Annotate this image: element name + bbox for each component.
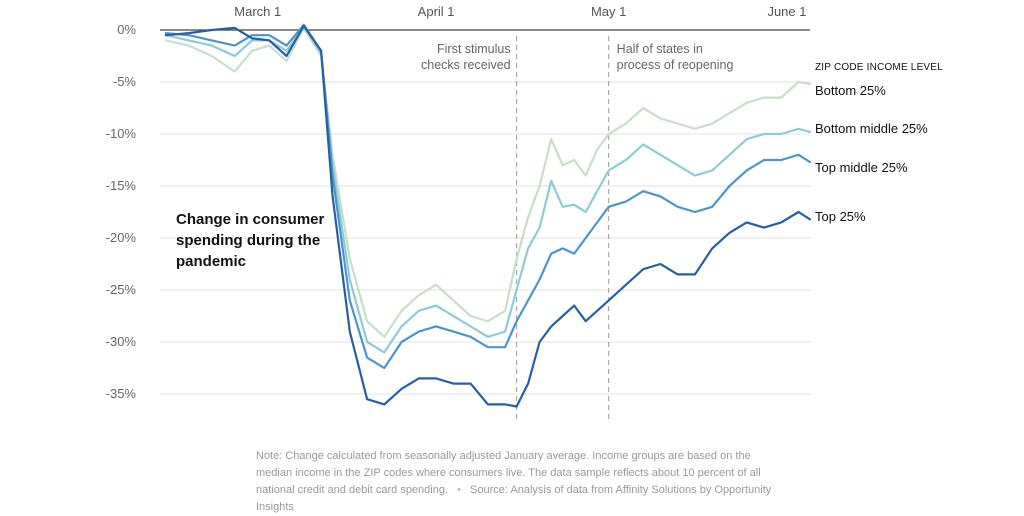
- y-tick-label: -5%: [113, 74, 137, 89]
- x-tick-label: April 1: [418, 4, 455, 19]
- series-line: [164, 26, 812, 338]
- chart-note: Note: Change calculated from seasonally …: [256, 448, 786, 516]
- series-layer: [164, 23, 812, 408]
- y-tick-label: 0%: [117, 22, 136, 37]
- series-label: Top 25%: [815, 209, 866, 224]
- annotation-text: checks received: [421, 58, 511, 72]
- x-tick-label: March 1: [234, 4, 281, 19]
- spending-line-chart: First stimulus checks received Half of sta…: [106, 4, 943, 420]
- series-label: Bottom 25%: [815, 83, 886, 98]
- x-tick-label: May 1: [591, 4, 626, 19]
- x-tick-label: June 1: [767, 4, 806, 19]
- series-label: Top middle 25%: [815, 160, 908, 175]
- label-layer: 0% -5% -10% -15% -20% -25% -30% -35% March 1 Apri…: [106, 4, 943, 401]
- y-tick-label: -35%: [106, 386, 137, 401]
- legend-title: ZIP CODE INCOME LEVEL: [815, 62, 943, 73]
- y-tick-label: -25%: [106, 282, 137, 297]
- chart-title: Change in consumer spending during the p…: [176, 211, 325, 270]
- y-tick-label: -15%: [106, 178, 137, 193]
- y-tick-label: -20%: [106, 230, 137, 245]
- annotation-text: First stimulus: [437, 42, 511, 56]
- annotation-text: Half of states in: [617, 42, 703, 56]
- y-tick-label: -30%: [106, 334, 137, 349]
- annotation-layer: First stimulus checks received Half of sta…: [421, 36, 733, 420]
- series-line: [164, 24, 812, 408]
- grid-layer: [160, 29, 810, 395]
- series-line: [164, 25, 812, 354]
- annotation-text: process of reopening: [617, 58, 734, 72]
- y-tick-label: -10%: [106, 126, 137, 141]
- note-separator: •: [457, 484, 461, 496]
- note-text: Note: Change calculated from seasonally …: [256, 450, 761, 496]
- series-label: Bottom middle 25%: [815, 121, 928, 136]
- series-line: [164, 23, 812, 370]
